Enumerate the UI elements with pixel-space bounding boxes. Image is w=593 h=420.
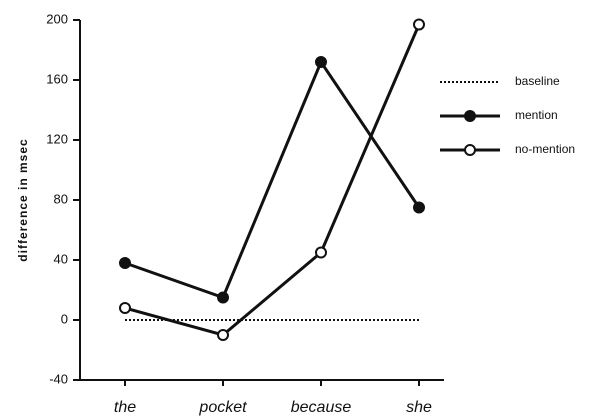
y-tick-label: 120	[46, 131, 68, 146]
point	[315, 56, 327, 68]
y-axis-label: difference in msec	[16, 138, 30, 261]
point	[315, 246, 327, 259]
x-tick-label: because	[291, 399, 352, 416]
legend-marker	[464, 144, 476, 156]
y-tick-label: -40	[49, 371, 68, 386]
x-tick-label: the	[114, 399, 136, 416]
series-line	[124, 58, 421, 300]
point	[119, 302, 131, 314]
point	[413, 18, 425, 31]
y-tick-label: 80	[54, 191, 68, 206]
y-tick-label: 0	[61, 311, 68, 326]
point	[119, 257, 131, 269]
y-tick-label: 160	[46, 71, 68, 86]
legend-label: mention	[515, 108, 558, 122]
legend-label: no-mention	[515, 142, 575, 156]
legend-marker	[464, 110, 476, 122]
y-tick-label: 200	[46, 11, 68, 26]
point	[413, 201, 425, 214]
series-line	[124, 23, 421, 337]
y-tick-label: 40	[54, 251, 68, 266]
legend-label: baseline	[515, 74, 560, 88]
point	[217, 291, 229, 304]
x-tick-label: she	[406, 399, 432, 416]
x-tick-label: pocket	[198, 399, 247, 416]
point	[217, 329, 229, 341]
